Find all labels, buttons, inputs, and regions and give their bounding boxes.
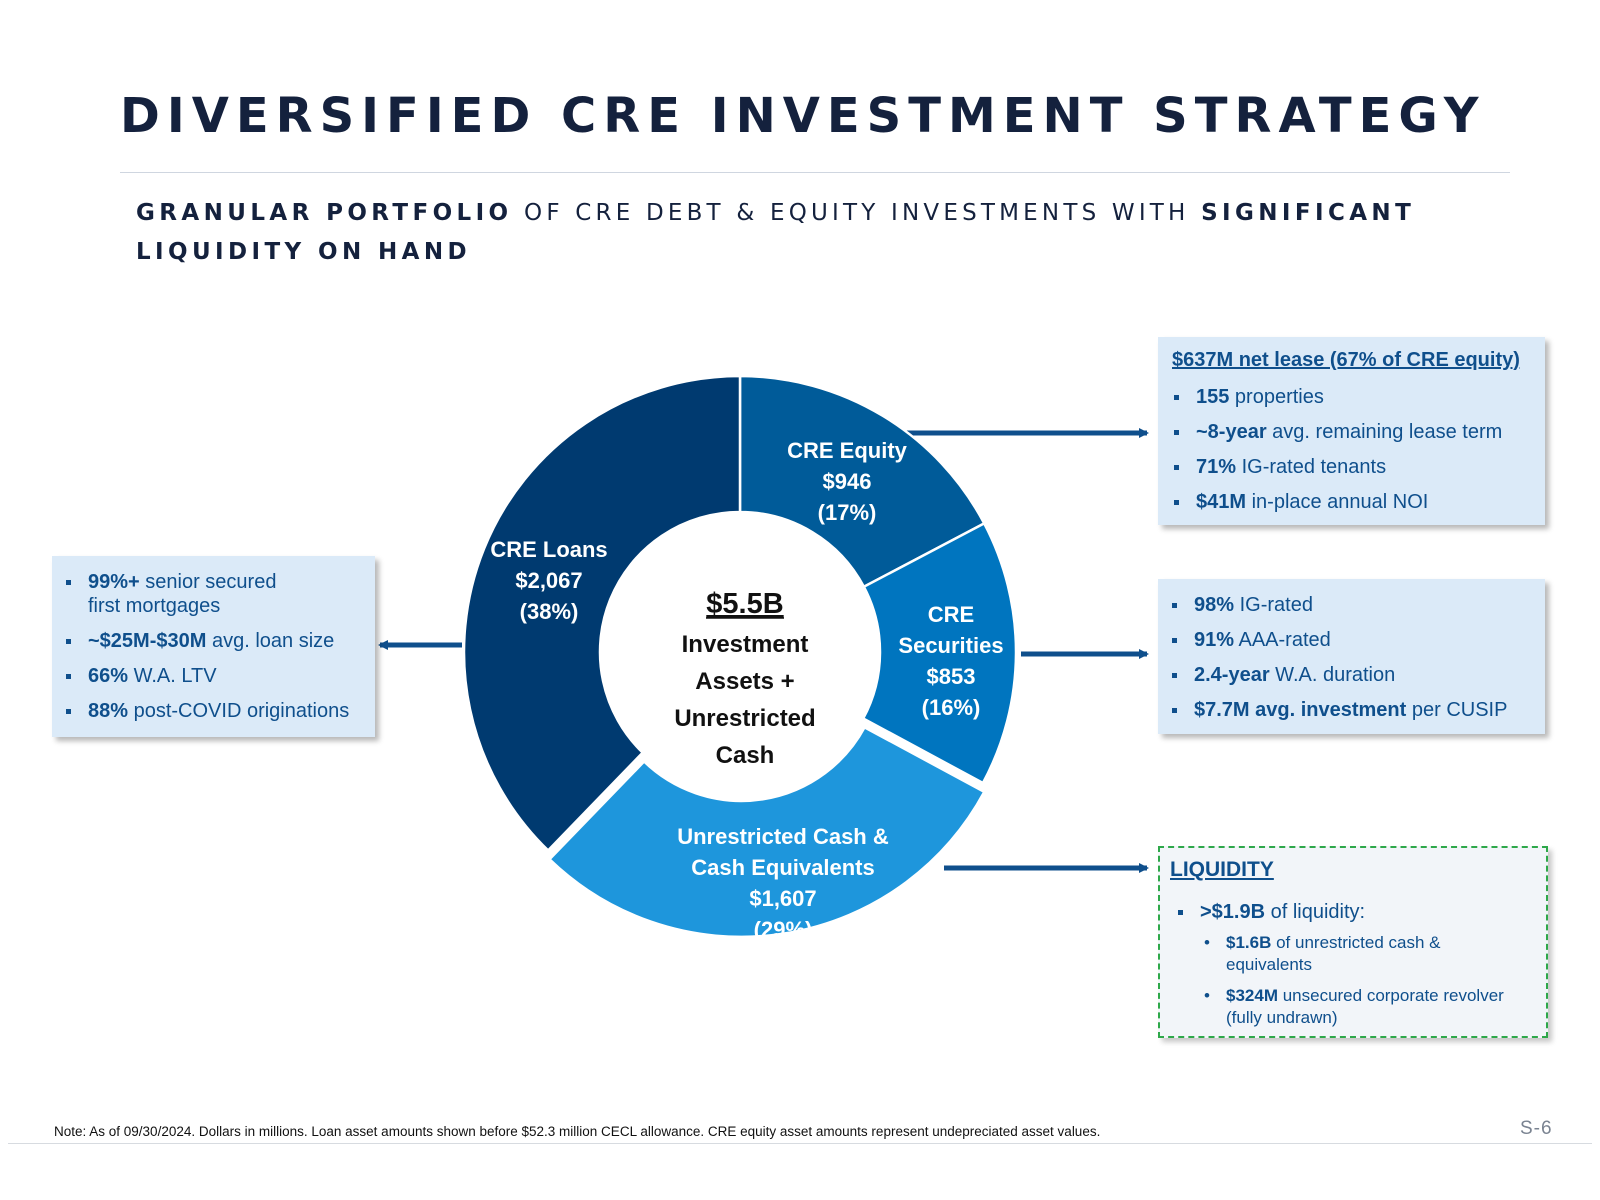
- loans-detail-box: 99%+ senior secured first mortgages ~$25M…: [52, 556, 375, 737]
- segment-percent-label: (38%): [520, 599, 579, 624]
- segment-value-label: $1,607: [749, 886, 816, 911]
- donut-segment-cre-securities: [861, 521, 1018, 785]
- subtitle: GRANULAR PORTFOLIO OF CRE DEBT & EQUITY …: [136, 194, 1536, 272]
- segment-value-label: $946: [823, 469, 872, 494]
- segment-label: Unrestricted Cash &: [677, 824, 889, 849]
- subtitle-bold-1: GRANULAR PORTFOLIO: [136, 200, 513, 226]
- center-total-label: $5.5B: [706, 588, 783, 620]
- liquidity-heading: LIQUIDITY: [1170, 858, 1274, 881]
- equity-item: 71% IG-rated tenants: [1160, 455, 1502, 479]
- loans-item: 99%+ senior secured first mortgages: [52, 570, 375, 618]
- liquidity-subitem: $1.6B of unrestricted cash &equivalents: [1204, 932, 1541, 976]
- center-caption-line: Unrestricted: [674, 705, 815, 732]
- subtitle-bold-2: SIGNIFICANT: [1201, 200, 1416, 226]
- donut-hole: [601, 513, 879, 791]
- liquidity-detail-box: LIQUIDITY >$1.9B of liquidity: $1.6B of …: [1158, 846, 1548, 1038]
- center-caption-line: Investment: [682, 631, 809, 658]
- equity-item: $41M in-place annual NOI: [1160, 490, 1502, 514]
- donut-segment-cre-equity: [738, 374, 986, 589]
- footer-divider: [8, 1143, 1592, 1144]
- donut-segment-unrestricted-cash-cash-equivalents: [547, 725, 987, 939]
- segment-percent-label: (17%): [818, 500, 877, 525]
- segment-label: CRE Equity: [787, 438, 908, 463]
- equity-item: ~8-year avg. remaining lease term: [1160, 420, 1502, 444]
- page-number: S-6: [1520, 1118, 1553, 1139]
- segment-label: Cash Equivalents: [691, 855, 874, 880]
- equity-detail-box: $637M net lease (67% of CRE equity) 155 …: [1158, 337, 1545, 525]
- securities-detail-box: 98% IG-rated 91% AAA-rated 2.4-year W.A.…: [1158, 579, 1545, 734]
- footnote: Note: As of 09/30/2024. Dollars in milli…: [54, 1124, 1101, 1139]
- segment-label: CRE: [928, 602, 974, 627]
- subtitle-text: OF CRE DEBT & EQUITY INVESTMENTS WITH: [512, 200, 1202, 226]
- loans-item: ~$25M-$30M avg. loan size: [52, 629, 375, 653]
- center-caption-line: Cash: [716, 742, 775, 769]
- loans-item: 66% W.A. LTV: [52, 664, 375, 688]
- segment-value-label: $853: [927, 664, 976, 689]
- donut-segment-cre-loans: [462, 374, 742, 853]
- equity-item: 155 properties: [1160, 385, 1502, 409]
- segment-value-label: $2,067: [515, 568, 582, 593]
- liquidity-item: >$1.9B of liquidity:: [1164, 900, 1365, 924]
- securities-item: 98% IG-rated: [1158, 593, 1545, 617]
- securities-item: 91% AAA-rated: [1158, 628, 1545, 652]
- segment-percent-label: (29%): [754, 917, 813, 942]
- securities-item: $7.7M avg. investment per CUSIP: [1158, 698, 1545, 722]
- center-caption-line: Assets +: [695, 668, 794, 695]
- liquidity-subitem: $324M unsecured corporate revolver(fully…: [1204, 985, 1541, 1029]
- equity-box-heading: $637M net lease (67% of CRE equity): [1172, 349, 1520, 371]
- segment-label: Securities: [898, 633, 1003, 658]
- title-divider: [120, 172, 1510, 173]
- segment-label: CRE Loans: [490, 537, 607, 562]
- subtitle-bold-3: LIQUIDITY ON HAND: [136, 239, 471, 265]
- loans-item: 88% post-COVID originations: [52, 699, 375, 723]
- securities-item: 2.4-year W.A. duration: [1158, 663, 1545, 687]
- segment-percent-label: (16%): [922, 695, 981, 720]
- page-title: DIVERSIFIED CRE INVESTMENT STRATEGY: [120, 88, 1486, 144]
